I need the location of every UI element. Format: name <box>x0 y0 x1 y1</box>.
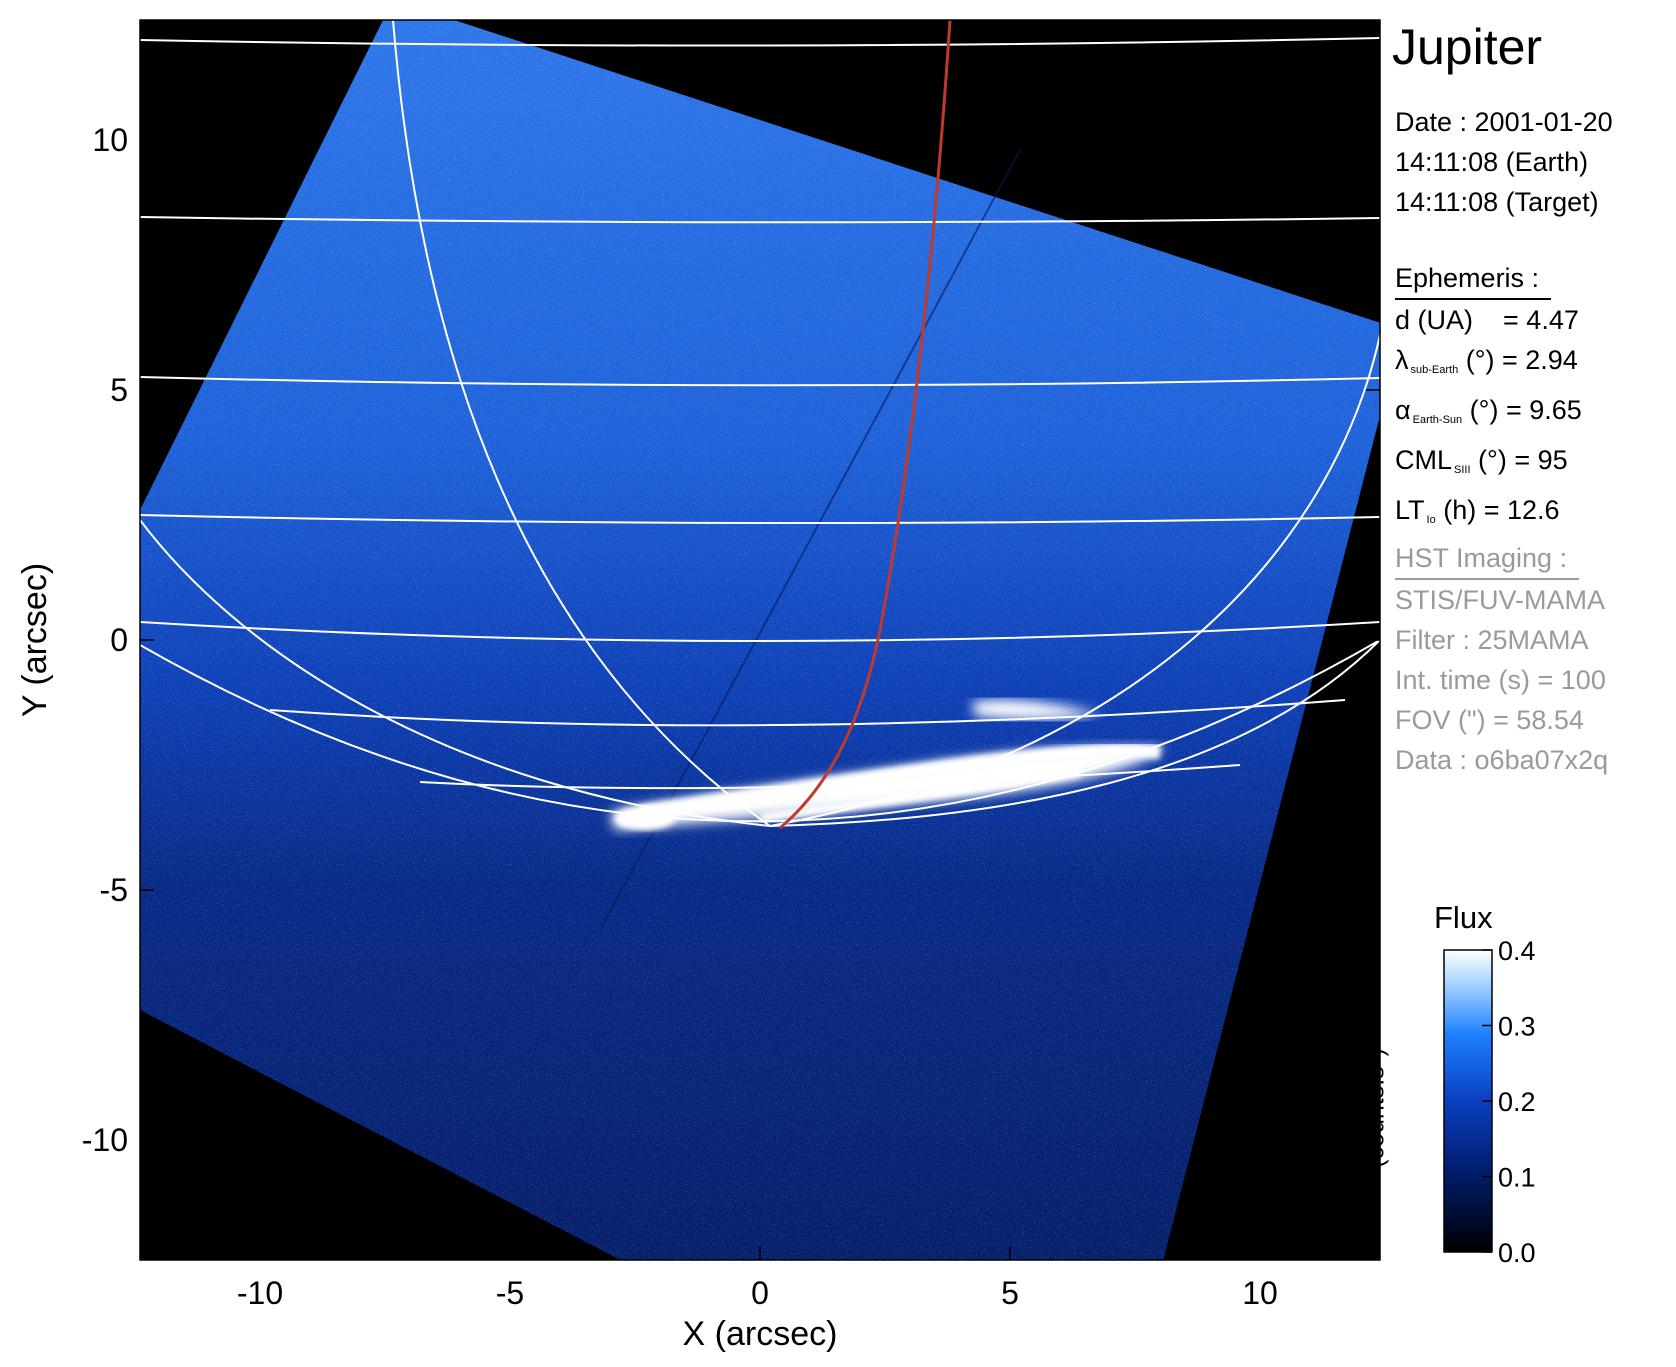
lambda-subscript: sub-Earth <box>1410 364 1459 376</box>
colorbar-ticks: 0.0 0.1 0.2 0.3 0.4 <box>1482 936 1536 1268</box>
colorbar-tick-label: 0.1 <box>1498 1163 1536 1193</box>
date-block: Date : 2001-01-20 14:11:08 (Earth) 14:11… <box>1395 102 1613 222</box>
latitude-line <box>269 699 1346 727</box>
alpha-symbol: α <box>1395 395 1411 425</box>
cml-value: (°) = 95 <box>1478 445 1568 475</box>
alpha-subscript: Earth-Sun <box>1412 414 1463 426</box>
latitude-line <box>419 764 1241 790</box>
distance-row: d (UA) = 4.47 <box>1395 300 1582 340</box>
x-axis: -10 -5 0 5 10 <box>237 20 1278 1311</box>
latitude-line <box>140 376 1380 387</box>
distance-label: d (UA) <box>1395 305 1474 335</box>
x-tick-label: -5 <box>496 1275 524 1311</box>
x-tick-label: -10 <box>237 1275 283 1311</box>
colorbar-tick-label: 0.4 <box>1498 936 1536 966</box>
cml-subscript: SIII <box>1454 464 1471 476</box>
date-line: Date : 2001-01-20 <box>1395 107 1613 137</box>
lt-row: LT Io (h) = 12.6 <box>1395 490 1582 540</box>
latitude-line <box>140 37 1380 47</box>
longitude-line <box>769 639 1380 827</box>
latitude-line <box>140 514 1380 525</box>
instrument: STIS/FUV-MAMA <box>1395 585 1606 615</box>
distance-value: = 4.47 <box>1503 305 1579 335</box>
alpha-row: α Earth-Sun (°) = 9.65 <box>1395 390 1582 440</box>
y-tick-label: -10 <box>82 1122 128 1158</box>
y-tick-label: -5 <box>100 872 128 908</box>
x-tick-label: 0 <box>751 1275 769 1311</box>
y-tick-label: 5 <box>110 372 128 408</box>
lt-subscript: Io <box>1426 514 1436 526</box>
cml-symbol: CML <box>1395 445 1453 475</box>
lambda-row: λ sub-Earth (°) = 2.94 <box>1395 340 1582 390</box>
graticule <box>140 20 1380 827</box>
lt-value: (h) = 12.6 <box>1443 495 1560 525</box>
target-time: 14:11:08 (Target) <box>1395 187 1599 217</box>
longitude-line <box>140 519 771 827</box>
alpha-value: (°) = 9.65 <box>1469 395 1582 425</box>
colorbar-unit-exponent: -1 <box>1365 1056 1378 1067</box>
y-tick-label: 10 <box>92 122 128 158</box>
x-tick-label: 5 <box>1001 1275 1019 1311</box>
lambda-symbol: λ <box>1395 345 1409 375</box>
y-tick-label: 0 <box>110 622 128 658</box>
lambda-value: (°) = 2.94 <box>1465 345 1578 375</box>
data-id: Data : o6ba07x2q <box>1395 745 1609 775</box>
limb <box>140 639 1380 823</box>
planet-title: Jupiter <box>1392 19 1543 75</box>
ephemeris-title: Ephemeris : <box>1395 258 1552 300</box>
earth-time: 14:11:08 (Earth) <box>1395 147 1589 177</box>
latitude-line <box>140 621 1380 642</box>
filter: Filter : 25MAMA <box>1395 625 1589 655</box>
hst-block: HST Imaging : STIS/FUV-MAMA Filter : 25M… <box>1395 538 1608 780</box>
colorbar-unit: (counts.s-1) <box>1362 1048 1391 1168</box>
colorbar-title: Flux <box>1434 900 1493 935</box>
lt-symbol: LT <box>1395 495 1425 525</box>
colorbar-unit-text: (counts.s <box>1361 1066 1390 1168</box>
longitude-line <box>769 334 1380 827</box>
integration-time: Int. time (s) = 100 <box>1395 665 1606 695</box>
latitude-line <box>140 216 1380 224</box>
colorbar-unit-close: ) <box>1361 1048 1390 1057</box>
y-axis: -10 -5 0 5 10 <box>82 122 1380 1158</box>
detector-artifact-line <box>599 149 1021 931</box>
y-axis-label: Y (arcsec) <box>16 563 54 717</box>
colorbar-tick-label: 0.3 <box>1498 1012 1536 1042</box>
cml-row: CML SIII (°) = 95 <box>1395 440 1582 490</box>
colorbar-tick-label: 0.0 <box>1498 1238 1536 1268</box>
ephemeris-block: Ephemeris : d (UA) = 4.47 λ sub-Earth (°)… <box>1395 258 1582 540</box>
field-of-view: FOV (") = 58.54 <box>1395 705 1584 735</box>
hst-title: HST Imaging : <box>1395 538 1580 580</box>
x-axis-label: X (arcsec) <box>683 1315 838 1353</box>
longitude-line <box>392 20 771 827</box>
io-footprint-trace <box>779 20 952 830</box>
x-tick-label: 10 <box>1242 1275 1278 1311</box>
colorbar-tick-label: 0.2 <box>1498 1087 1536 1117</box>
